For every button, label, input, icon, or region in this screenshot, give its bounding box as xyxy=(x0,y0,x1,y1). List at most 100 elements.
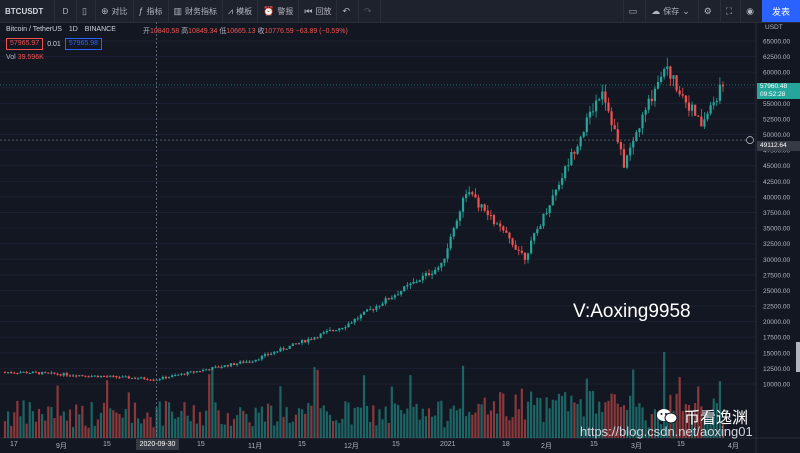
volume-bar xyxy=(511,417,514,438)
layout-button[interactable]: ▭ xyxy=(622,0,646,22)
volume-bar xyxy=(251,426,254,438)
currency-label: USDT xyxy=(765,24,783,31)
candle-body xyxy=(143,377,146,380)
volume-bar xyxy=(245,414,248,438)
candle-body xyxy=(161,376,164,380)
volume-bar xyxy=(647,427,650,438)
settings-button[interactable]: ⚙ xyxy=(697,0,720,22)
financials-button[interactable]: ▥ 财务指标 xyxy=(169,0,224,22)
save-button[interactable]: ☁ 保存 ⌄ xyxy=(645,0,698,22)
volume-bar xyxy=(350,424,353,438)
interval-selector[interactable]: D xyxy=(55,0,77,22)
volume-bar xyxy=(548,408,551,438)
candle-body xyxy=(492,215,496,225)
candle-body xyxy=(427,273,431,276)
time-tick: 17 xyxy=(10,441,18,448)
volume-bar xyxy=(78,414,81,438)
candle-body xyxy=(239,361,242,364)
candle-body xyxy=(177,374,180,376)
buy-price-box[interactable]: 57965.98 xyxy=(64,38,103,50)
candle-body xyxy=(186,371,189,375)
volume-bar xyxy=(372,405,375,438)
price-chart[interactable]: 65000.0062500.0060000.0057500.0055000.00… xyxy=(0,22,800,453)
candle-body xyxy=(536,229,539,234)
camera-icon: ◉ xyxy=(746,5,754,16)
volume-bar xyxy=(127,392,130,438)
scroll-handle xyxy=(796,342,800,372)
candle-body xyxy=(619,142,622,150)
volume-bar xyxy=(164,400,168,438)
price-tick: 65000.00 xyxy=(763,39,790,46)
candle-body xyxy=(384,298,387,304)
volume-bar xyxy=(353,408,356,438)
templates-button[interactable]: ⩘ 模板 xyxy=(223,0,259,22)
candle-body xyxy=(678,90,681,95)
symbol-selector[interactable]: BTCUSDT xyxy=(0,0,55,22)
compare-button[interactable]: ⊕ 对比 xyxy=(96,0,134,22)
bid-ask: 57965.97 0.01 57965.98 xyxy=(6,38,106,50)
candle-body xyxy=(195,371,198,373)
alert-button[interactable]: ⏰ 警报 xyxy=(258,0,300,22)
candle-body xyxy=(545,213,548,215)
candle-body xyxy=(684,95,687,103)
volume-bar xyxy=(551,399,554,438)
fullscreen-button[interactable]: ⛶ xyxy=(719,0,740,22)
ask-value: 57965.98 xyxy=(68,40,99,47)
candle-body xyxy=(548,205,551,214)
volume-bar xyxy=(449,408,452,438)
candle-body xyxy=(174,374,177,376)
low-label: 低 xyxy=(219,28,227,35)
candle-body xyxy=(446,248,449,259)
candle-body xyxy=(393,295,397,298)
candle-body xyxy=(465,194,468,199)
volume-bar xyxy=(446,420,449,438)
volume-bar xyxy=(369,422,372,438)
candle-body xyxy=(229,363,233,367)
candle-body xyxy=(127,376,130,379)
candle-body xyxy=(19,372,22,374)
indicators-button[interactable]: ƒ 指标 xyxy=(134,0,169,22)
candle-body xyxy=(301,340,304,343)
candle-body xyxy=(687,102,691,111)
bar-chart-icon: ▥ xyxy=(173,5,183,16)
volume-bar xyxy=(140,423,143,438)
volume-bar xyxy=(118,413,121,438)
chart-type-button[interactable]: ▯ xyxy=(77,0,96,22)
volume-bar xyxy=(344,401,347,438)
snapshot-button[interactable]: ◉ xyxy=(740,0,762,22)
candle-body xyxy=(715,100,718,103)
replay-button[interactable]: ⏮ 回放 xyxy=(299,0,338,22)
volume-bar xyxy=(663,351,666,438)
volume-bar xyxy=(480,404,483,438)
volume-bar xyxy=(41,414,44,438)
candle-body xyxy=(180,373,183,375)
volume-bar xyxy=(384,406,387,438)
volume-bar xyxy=(75,404,78,438)
price-tick: 10000.00 xyxy=(763,382,790,389)
redo-button[interactable]: ↷ xyxy=(359,0,381,22)
volume-bar xyxy=(622,405,626,438)
volume-bar xyxy=(700,406,703,438)
candle-body xyxy=(403,286,406,292)
candle-body xyxy=(458,211,462,221)
wechat-icon xyxy=(657,409,678,424)
volume-bar xyxy=(517,409,520,438)
volume-bar xyxy=(189,421,192,438)
candle-body xyxy=(375,306,378,310)
volume-bar xyxy=(223,424,226,438)
candle-body xyxy=(68,375,72,377)
publish-button[interactable]: 发表 xyxy=(762,0,800,22)
candle-body xyxy=(625,155,629,168)
sell-price-box[interactable]: 57965.97 xyxy=(6,38,44,50)
open-value: 10840.58 xyxy=(150,28,180,35)
candle-body xyxy=(530,240,533,254)
volume-bar xyxy=(232,418,236,438)
countdown: 09:52:28 xyxy=(760,90,786,98)
candle-body xyxy=(579,136,582,147)
legend-interval: 1D xyxy=(68,26,78,33)
undo-button[interactable]: ↶ xyxy=(337,0,359,22)
candle-body xyxy=(471,192,474,195)
volume-bar xyxy=(418,419,421,438)
candles-icon: ▯ xyxy=(82,5,87,16)
volume-bar xyxy=(25,423,28,438)
